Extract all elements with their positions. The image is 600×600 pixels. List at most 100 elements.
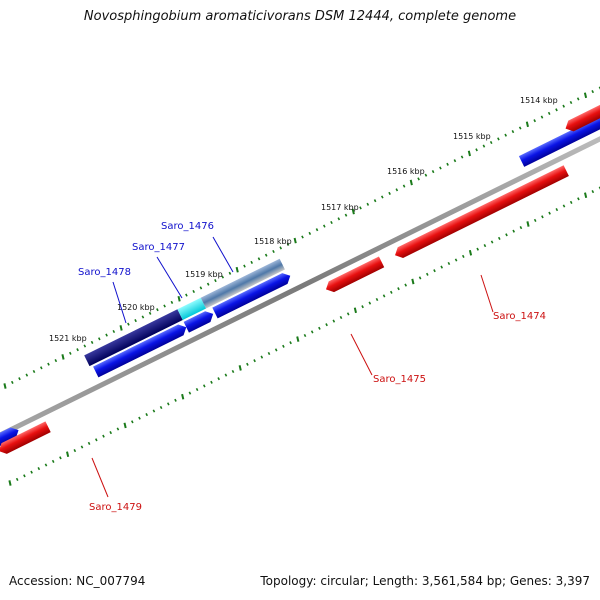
inner-ruler-tick bbox=[87, 441, 91, 445]
inner-ruler-tick bbox=[94, 438, 98, 442]
inner-ruler-tick bbox=[238, 365, 242, 371]
ruler-tick bbox=[54, 359, 58, 363]
ruler-kbp-label: 1521 kbp bbox=[49, 334, 87, 343]
inner-ruler-tick bbox=[548, 211, 551, 215]
ruler-tick bbox=[279, 246, 283, 250]
inner-ruler-tick bbox=[555, 208, 559, 212]
inner-ruler-tick bbox=[577, 197, 580, 201]
inner-ruler-tick bbox=[109, 431, 113, 435]
ruler-tick bbox=[293, 237, 297, 244]
inner-ruler-tick bbox=[130, 420, 134, 424]
ruler-tick bbox=[272, 249, 275, 254]
ruler-tick bbox=[47, 362, 50, 366]
inner-ruler-tick bbox=[440, 265, 444, 269]
inner-ruler-tick bbox=[332, 319, 336, 323]
ruler-tick bbox=[453, 159, 457, 163]
ruler-tick bbox=[177, 295, 181, 302]
gene-saro-1478[interactable] bbox=[84, 309, 183, 367]
inner-ruler-tick bbox=[397, 287, 400, 291]
inner-ruler-tick bbox=[425, 272, 429, 276]
ruler-tick bbox=[3, 383, 7, 389]
inner-ruler-tick bbox=[282, 344, 285, 348]
ruler-tick bbox=[373, 199, 377, 203]
inner-ruler-tick bbox=[59, 456, 62, 460]
ruler-tick bbox=[90, 340, 94, 344]
saro-1478-leader bbox=[112, 281, 127, 324]
inner-ruler-tick bbox=[512, 229, 516, 233]
inner-ruler-tick bbox=[174, 398, 177, 402]
ruler-tick bbox=[134, 319, 137, 323]
label-saro-1479: Saro_1479 bbox=[89, 502, 142, 513]
ruler-tick bbox=[25, 373, 29, 377]
ruler-tick bbox=[97, 337, 101, 341]
ruler-tick bbox=[76, 348, 79, 352]
inner-ruler-tick bbox=[519, 226, 523, 230]
saro-1475-leader bbox=[350, 333, 373, 376]
inner-ruler-tick bbox=[310, 330, 314, 334]
ruler-tick bbox=[439, 166, 442, 170]
inner-ruler-tick bbox=[339, 315, 343, 320]
gene-forward-right[interactable] bbox=[518, 109, 600, 167]
ruler-tick bbox=[351, 208, 355, 215]
label-saro-1476: Saro_1476 bbox=[161, 221, 214, 232]
gene-reverse-right[interactable] bbox=[563, 85, 600, 134]
ruler-tick bbox=[380, 195, 384, 199]
genome-backbone bbox=[0, 136, 600, 438]
ruler-tick bbox=[583, 92, 588, 99]
ruler-tick bbox=[221, 275, 225, 279]
saro-1474-leader bbox=[480, 274, 494, 313]
inner-ruler-tick bbox=[447, 261, 451, 266]
ruler-tick bbox=[337, 217, 341, 221]
inner-ruler-tick bbox=[497, 236, 501, 240]
ruler-tick bbox=[417, 177, 420, 181]
ruler-tick bbox=[576, 97, 580, 101]
ruler-tick bbox=[533, 119, 537, 123]
ruler-tick bbox=[61, 354, 65, 360]
inner-ruler-tick bbox=[375, 297, 379, 302]
gene-saro-1479[interactable] bbox=[0, 421, 51, 456]
ruler-tick bbox=[141, 315, 145, 319]
ruler-tick bbox=[555, 108, 558, 112]
ruler-tick bbox=[315, 228, 319, 232]
ruler-tick bbox=[431, 170, 435, 174]
inner-ruler-tick bbox=[44, 463, 48, 467]
genome-summary-text: Topology: circular; Length: 3,561,584 bp… bbox=[260, 574, 590, 588]
gene-saro-1477[interactable] bbox=[177, 297, 207, 321]
inner-ruler-tick bbox=[541, 215, 544, 219]
gene-forward-1476[interactable] bbox=[212, 270, 293, 319]
inner-ruler-tick bbox=[253, 359, 256, 363]
inner-ruler-tick bbox=[138, 416, 141, 420]
ruler-tick bbox=[366, 202, 370, 206]
inner-ruler-tick bbox=[188, 391, 192, 395]
inner-ruler-tick bbox=[303, 333, 307, 338]
inner-ruler-tick bbox=[30, 470, 33, 474]
gene-saro-1474[interactable] bbox=[392, 165, 569, 260]
ruler-tick bbox=[547, 111, 551, 115]
ruler-tick bbox=[32, 369, 36, 374]
ruler-tick bbox=[39, 366, 43, 370]
gene-saro-1475[interactable] bbox=[323, 256, 385, 295]
ruler-tick bbox=[235, 266, 239, 273]
map-title: Novosphingobium aromaticivorans DSM 1244… bbox=[83, 9, 517, 24]
gene-saro-1476[interactable] bbox=[200, 258, 285, 309]
ruler-tick bbox=[569, 100, 573, 105]
inner-ruler-tick bbox=[66, 451, 70, 458]
ruler-tick bbox=[359, 206, 362, 210]
inner-ruler-tick bbox=[210, 380, 213, 384]
ruler-tick bbox=[163, 304, 166, 308]
ruler-tick bbox=[127, 322, 130, 326]
inner-ruler-tick bbox=[505, 233, 508, 237]
gene-forward-1477[interactable] bbox=[183, 309, 216, 333]
inner-ruler-tick bbox=[202, 384, 206, 388]
ruler-tick bbox=[199, 286, 203, 290]
ruler-tick bbox=[286, 242, 290, 246]
inner-ruler-tick bbox=[15, 477, 19, 481]
inner-ruler-tick bbox=[584, 192, 588, 199]
inner-ruler-tick bbox=[483, 244, 487, 248]
label-saro-1474: Saro_1474 bbox=[493, 311, 546, 322]
inner-ruler-tick bbox=[123, 422, 127, 429]
gene-forward-1478[interactable] bbox=[93, 322, 189, 378]
inner-ruler-tick bbox=[562, 204, 566, 208]
